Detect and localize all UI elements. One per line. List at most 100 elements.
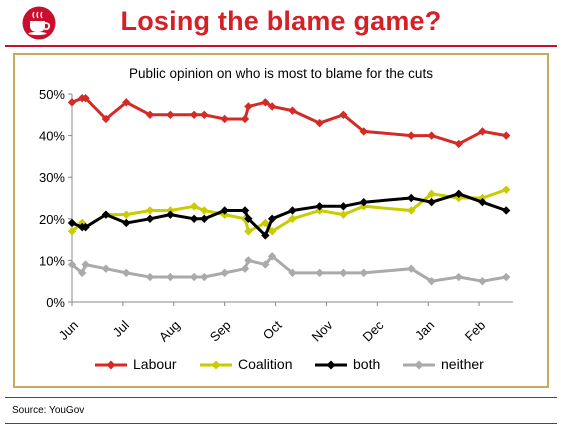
chart-title: Public opinion on who is most to blame f… xyxy=(129,66,433,81)
source-note: Source: YouGov xyxy=(12,405,85,416)
data-point xyxy=(267,227,277,236)
data-point xyxy=(502,206,511,215)
data-point xyxy=(427,277,436,286)
legend-label: Labour xyxy=(133,356,177,372)
data-point xyxy=(359,197,368,207)
x-tick-label: Feb xyxy=(462,318,488,344)
data-point xyxy=(315,202,324,211)
data-point xyxy=(220,268,229,278)
data-point xyxy=(81,222,90,232)
data-point xyxy=(502,131,511,140)
x-tick-label: Sep xyxy=(207,318,234,345)
legend-marker xyxy=(106,360,116,370)
data-point xyxy=(407,131,416,140)
data-point xyxy=(189,202,199,211)
y-tick-label: 10% xyxy=(39,253,65,268)
data-point xyxy=(145,110,155,119)
chart-legend: Labour Coalition both neither xyxy=(95,356,484,372)
data-point xyxy=(189,214,199,223)
y-tick-label: 50% xyxy=(39,87,65,102)
legend-marker xyxy=(211,360,221,370)
data-point xyxy=(315,118,324,128)
x-tick-label: Jul xyxy=(110,317,132,339)
data-point xyxy=(407,206,416,215)
data-point xyxy=(200,206,209,215)
data-point xyxy=(339,202,348,211)
data-point xyxy=(288,206,297,215)
data-point xyxy=(166,210,175,219)
data-point xyxy=(454,139,463,149)
data-point xyxy=(502,185,511,194)
data-point xyxy=(67,227,77,236)
x-tick-label: Jun xyxy=(56,318,81,343)
data-point xyxy=(407,193,416,203)
data-point xyxy=(122,268,131,278)
x-tick-label: Aug xyxy=(156,318,183,345)
data-point xyxy=(244,214,253,223)
data-point xyxy=(166,110,175,119)
data-point xyxy=(77,268,87,278)
data-point xyxy=(101,264,111,273)
data-point xyxy=(339,210,348,219)
data-point xyxy=(454,189,463,199)
data-point xyxy=(240,206,250,215)
data-point xyxy=(267,252,277,261)
data-point xyxy=(502,272,511,282)
data-point xyxy=(81,260,90,269)
data-point xyxy=(220,114,229,124)
data-point xyxy=(67,218,77,228)
data-point xyxy=(240,264,250,273)
y-tick-label: 0% xyxy=(46,295,65,310)
legend-label: neither xyxy=(441,356,484,372)
x-tick-label: Jan xyxy=(412,318,437,343)
tea-cup-logo-icon xyxy=(22,6,56,40)
legend-item-labour: Labour xyxy=(95,356,177,372)
x-tick-label: Dec xyxy=(359,317,386,344)
data-point xyxy=(478,127,487,136)
data-point xyxy=(244,102,253,111)
line-chart: Public opinion on who is most to blame f… xyxy=(39,66,513,372)
data-point xyxy=(122,98,131,107)
legend-marker xyxy=(414,360,424,370)
y-tick-label: 40% xyxy=(39,129,65,144)
data-point xyxy=(288,214,297,223)
legend-label: Coalition xyxy=(238,356,292,372)
data-point xyxy=(240,114,250,124)
header-rule xyxy=(5,45,557,47)
data-point xyxy=(339,268,348,278)
data-point xyxy=(189,272,199,282)
data-point xyxy=(166,272,175,282)
data-point xyxy=(145,214,155,223)
data-point xyxy=(200,214,209,223)
data-point xyxy=(189,110,199,119)
headline: Losing the blame game? xyxy=(120,6,442,36)
legend-label: both xyxy=(353,356,380,372)
data-point xyxy=(101,114,111,124)
data-point xyxy=(267,214,277,223)
data-point xyxy=(288,268,297,278)
data-point xyxy=(220,206,229,215)
series-labour xyxy=(67,93,511,149)
data-point xyxy=(145,272,155,282)
data-point xyxy=(200,272,209,282)
data-point xyxy=(200,110,209,119)
chart-series xyxy=(67,93,511,286)
data-point xyxy=(81,93,90,103)
legend-item-coalition: Coalition xyxy=(200,356,292,372)
data-point xyxy=(101,210,111,219)
data-point xyxy=(478,197,487,207)
data-point xyxy=(315,268,324,278)
legend-marker xyxy=(326,360,336,370)
data-point xyxy=(454,272,463,282)
data-point xyxy=(359,127,368,136)
data-point xyxy=(267,102,277,111)
data-point xyxy=(145,206,155,215)
data-point xyxy=(427,197,436,207)
legend-item-both: both xyxy=(315,356,380,372)
y-tick-label: 30% xyxy=(39,170,65,185)
series-line xyxy=(71,96,507,146)
legend-item-neither: neither xyxy=(403,356,484,372)
series-neither xyxy=(67,252,511,286)
data-point xyxy=(67,260,77,269)
footer-rule xyxy=(5,397,557,398)
